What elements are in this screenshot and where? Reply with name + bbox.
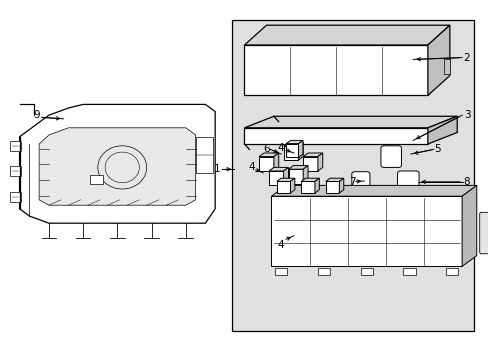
Bar	[286, 144, 298, 157]
Text: 5: 5	[433, 144, 440, 154]
Text: 8: 8	[463, 177, 469, 187]
Polygon shape	[286, 140, 303, 144]
Text: 9: 9	[33, 110, 40, 120]
Polygon shape	[276, 178, 294, 181]
Bar	[403, 268, 415, 275]
Bar	[274, 268, 287, 275]
Polygon shape	[461, 185, 476, 266]
Bar	[244, 128, 427, 144]
Polygon shape	[325, 178, 343, 181]
Polygon shape	[244, 25, 449, 45]
Bar	[271, 196, 461, 266]
Polygon shape	[427, 25, 449, 95]
Bar	[276, 181, 290, 193]
Text: 3: 3	[463, 110, 469, 120]
Polygon shape	[273, 153, 278, 171]
Bar	[10, 192, 20, 202]
Bar	[232, 20, 473, 331]
Polygon shape	[339, 178, 343, 193]
Polygon shape	[288, 166, 307, 169]
Polygon shape	[303, 153, 322, 157]
Polygon shape	[317, 153, 322, 171]
Bar	[259, 157, 273, 171]
Polygon shape	[290, 178, 294, 193]
Bar	[90, 175, 102, 184]
Polygon shape	[20, 104, 215, 223]
Polygon shape	[39, 128, 195, 205]
Polygon shape	[301, 178, 319, 181]
FancyBboxPatch shape	[380, 146, 401, 167]
Bar	[325, 181, 339, 193]
Polygon shape	[283, 142, 303, 146]
Text: 4: 4	[277, 143, 284, 153]
Bar	[10, 141, 20, 151]
FancyBboxPatch shape	[397, 171, 418, 193]
Bar	[443, 59, 449, 74]
Polygon shape	[268, 167, 288, 171]
Bar	[244, 45, 427, 95]
Text: 7: 7	[348, 177, 355, 187]
FancyBboxPatch shape	[479, 212, 488, 254]
Polygon shape	[271, 185, 476, 196]
Bar	[195, 137, 212, 173]
Bar	[283, 146, 298, 160]
Text: 1: 1	[214, 164, 221, 174]
Polygon shape	[283, 167, 288, 185]
Polygon shape	[303, 166, 307, 184]
Polygon shape	[298, 140, 303, 157]
Text: 4: 4	[277, 240, 284, 250]
Bar	[288, 169, 303, 184]
Bar	[301, 181, 314, 193]
Polygon shape	[244, 116, 456, 128]
Polygon shape	[259, 153, 278, 157]
Text: 6: 6	[263, 144, 269, 154]
Bar	[10, 166, 20, 176]
Polygon shape	[298, 142, 303, 160]
Bar	[360, 268, 372, 275]
Text: 2: 2	[463, 53, 469, 63]
FancyBboxPatch shape	[351, 172, 369, 190]
Bar	[317, 268, 329, 275]
Polygon shape	[314, 178, 319, 193]
Polygon shape	[427, 116, 456, 144]
Text: 4: 4	[248, 162, 255, 172]
Bar	[268, 171, 283, 185]
Bar	[303, 157, 317, 171]
Bar	[446, 268, 458, 275]
